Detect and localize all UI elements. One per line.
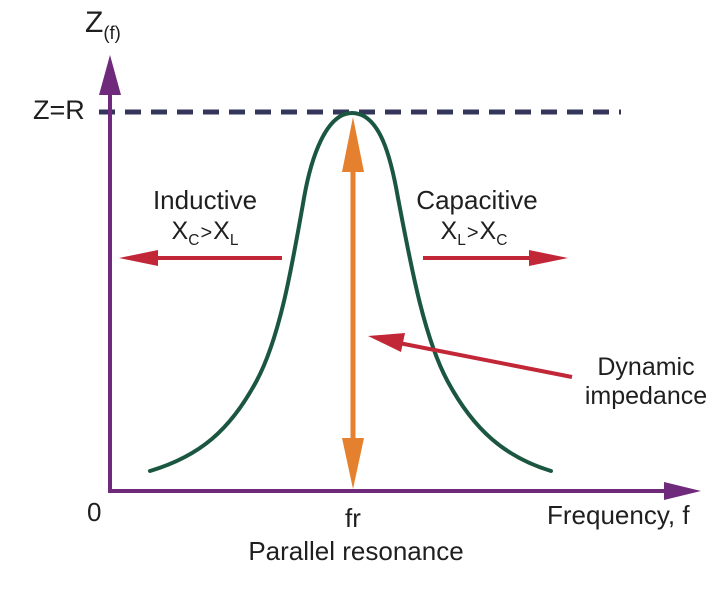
inductive-region-title: Inductive <box>152 185 258 215</box>
inductive-lhs-base: X <box>171 217 189 245</box>
inductive-rhs-subscript: L <box>229 232 239 249</box>
dynamic-impedance-arrow-bottom-head <box>342 438 364 489</box>
y-axis-arrowhead <box>99 55 121 95</box>
z-equals-r-label: Z=R <box>33 95 85 125</box>
capacitive-lhs-base: X <box>440 217 458 245</box>
x-axis-label: Frequency, f <box>547 500 690 530</box>
dynamic-impedance-label-line1: Dynamic <box>597 353 695 381</box>
dynamic-impedance-label: Dynamic impedance <box>585 353 707 411</box>
inductive-lhs-subscript: C <box>188 232 200 249</box>
dynamic-impedance-label-line2: impedance <box>584 382 708 410</box>
inductive-operator: > <box>200 222 213 244</box>
resonant-frequency-label: fr <box>345 503 361 533</box>
inductive-condition-label: XC>XL <box>171 217 239 248</box>
y-axis-label-subscript: (f) <box>103 22 121 43</box>
dynamic-impedance-pointer-head <box>368 333 405 352</box>
dynamic-impedance-arrow-top-head <box>342 117 364 172</box>
inductive-region-arrow-head <box>119 250 158 266</box>
figure-caption: Parallel resonance <box>248 536 464 566</box>
capacitive-operator: > <box>466 222 479 244</box>
capacitive-rhs-subscript: C <box>496 232 508 249</box>
capacitive-region-title: Capacitive <box>416 185 538 215</box>
origin-label: 0 <box>87 497 102 527</box>
capacitive-region-arrow-head <box>529 250 568 266</box>
y-axis-label-base: Z <box>85 6 104 39</box>
dynamic-impedance-pointer-shaft <box>398 341 573 379</box>
x-axis-arrowhead <box>664 482 701 500</box>
inductive-rhs-base: X <box>213 217 230 245</box>
capacitive-condition-label: XL>XC <box>440 217 508 248</box>
y-axis-label: Z(f) <box>85 6 121 43</box>
impedance-curve <box>148 110 553 473</box>
capacitive-lhs-subscript: L <box>457 232 466 249</box>
capacitive-rhs-base: X <box>479 217 497 245</box>
